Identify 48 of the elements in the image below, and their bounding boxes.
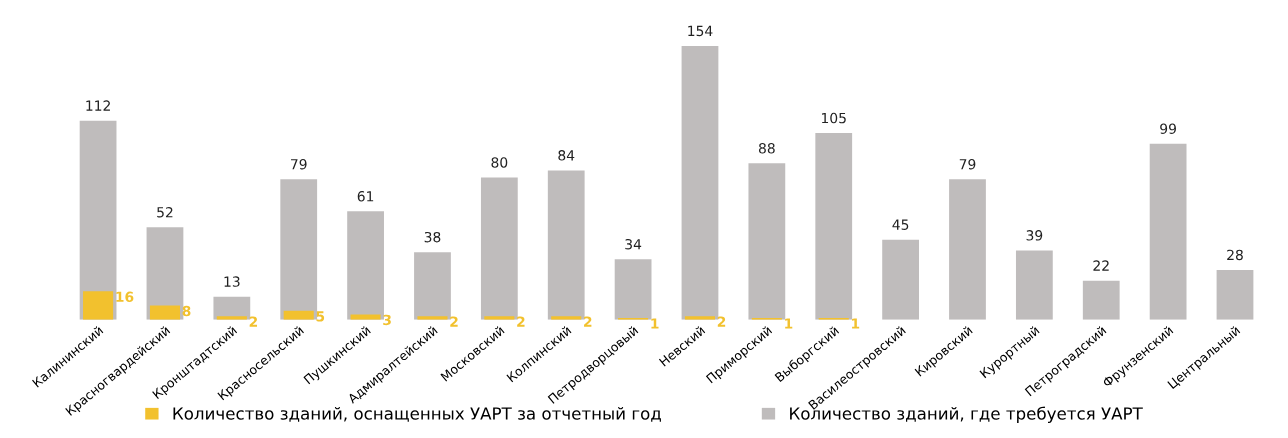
data-label: 8 xyxy=(182,305,191,317)
bar xyxy=(83,291,114,320)
bar xyxy=(1015,250,1053,320)
data-label: 61 xyxy=(357,191,374,202)
bar xyxy=(1082,280,1120,320)
bar xyxy=(547,170,585,320)
data-label: 2 xyxy=(717,316,726,327)
data-label: 39 xyxy=(1026,230,1043,241)
data-label: 52 xyxy=(157,207,173,218)
data-label: 99 xyxy=(1160,123,1176,134)
bar xyxy=(350,314,381,320)
data-label: 22 xyxy=(1093,260,1109,271)
bar xyxy=(347,211,384,320)
bar xyxy=(1216,269,1254,320)
data-label: 2 xyxy=(450,316,458,327)
data-label: 112 xyxy=(86,100,110,111)
bar xyxy=(280,179,318,320)
bar xyxy=(149,305,181,320)
bar xyxy=(882,239,919,320)
data-label: 2 xyxy=(517,316,525,327)
data-label: 154 xyxy=(688,25,713,37)
data-label: 79 xyxy=(291,159,307,170)
data-label: 16 xyxy=(116,291,134,303)
data-label: 2 xyxy=(249,316,258,327)
data-label: 88 xyxy=(758,143,775,154)
data-label: 13 xyxy=(224,276,240,287)
bar xyxy=(614,259,652,320)
data-label: 1 xyxy=(651,318,659,329)
data-label: 38 xyxy=(424,231,441,243)
bar xyxy=(283,310,314,320)
bar xyxy=(949,179,986,320)
bar xyxy=(681,45,719,320)
data-label: 45 xyxy=(892,219,909,230)
data-label: 5 xyxy=(316,311,325,322)
data-label: 3 xyxy=(383,314,391,326)
data-label: 34 xyxy=(625,238,642,250)
data-label: 105 xyxy=(822,112,846,124)
legend-label: Количество зданий, оснащенных УАРТ за отчетный год xyxy=(173,406,661,422)
bar xyxy=(480,177,518,320)
data-label: 2 xyxy=(584,316,592,327)
data-label: 84 xyxy=(558,150,575,161)
bar xyxy=(748,163,786,320)
data-label: 80 xyxy=(491,157,508,168)
data-label: 28 xyxy=(1227,249,1243,261)
data-label: 79 xyxy=(959,159,976,170)
bar xyxy=(414,252,451,320)
bar xyxy=(1149,143,1187,320)
bar xyxy=(815,133,853,320)
